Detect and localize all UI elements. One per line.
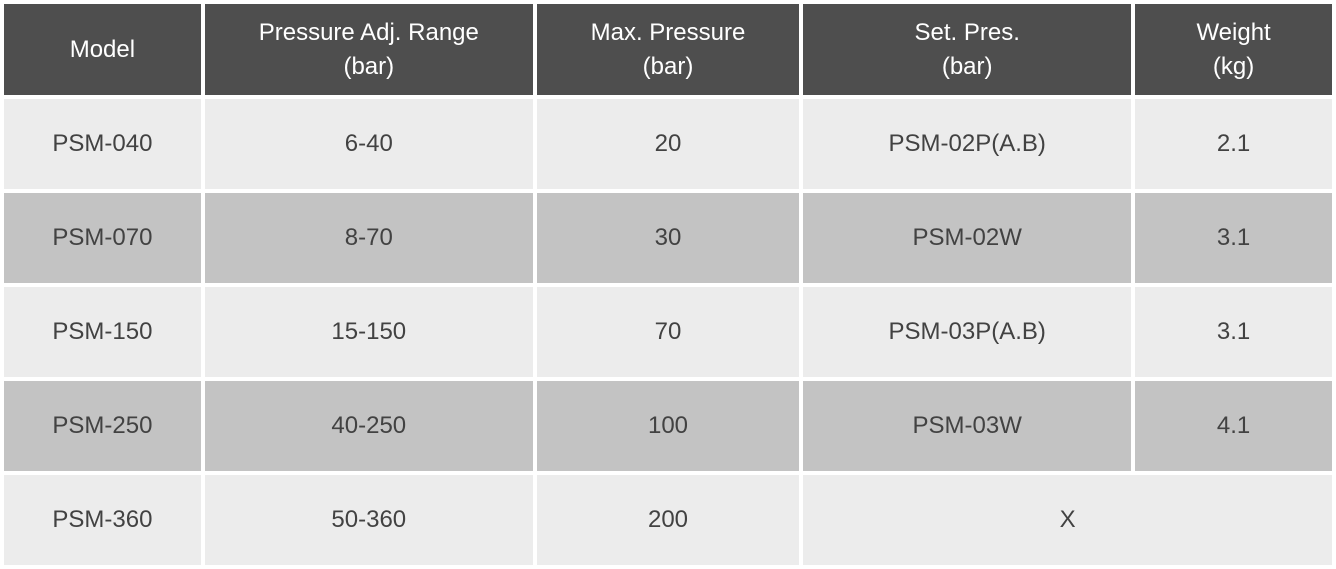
cell-model: PSM-360	[4, 475, 201, 565]
col-header-weight: Weight (kg)	[1135, 4, 1332, 95]
cell-max-pressure: 100	[537, 381, 799, 471]
cell-model: PSM-150	[4, 287, 201, 377]
col-header-label: Model	[12, 33, 193, 67]
cell-weight: 4.1	[1135, 381, 1332, 471]
cell-model: PSM-250	[4, 381, 201, 471]
col-header-model: Model	[4, 4, 201, 95]
col-header-unit: (bar)	[811, 50, 1123, 84]
col-header-unit: (kg)	[1143, 50, 1324, 84]
col-header-label: Pressure Adj. Range	[213, 16, 525, 50]
cell-model: PSM-040	[4, 99, 201, 189]
table-row: PSM-250 40-250 100 PSM-03W 4.1	[4, 381, 1332, 471]
table-row: PSM-150 15-150 70 PSM-03P(A.B) 3.1	[4, 287, 1332, 377]
spec-table-container: Model Pressure Adj. Range (bar) Max. Pre…	[0, 0, 1336, 569]
cell-model: PSM-070	[4, 193, 201, 283]
col-header-set-pres: Set. Pres. (bar)	[803, 4, 1131, 95]
table-row: PSM-360 50-360 200 X	[4, 475, 1332, 565]
cell-set-pres: PSM-02W	[803, 193, 1131, 283]
col-header-unit: (bar)	[213, 50, 525, 84]
cell-max-pressure: 20	[537, 99, 799, 189]
cell-weight: 2.1	[1135, 99, 1332, 189]
col-header-pressure-range: Pressure Adj. Range (bar)	[205, 4, 533, 95]
cell-pressure-range: 15-150	[205, 287, 533, 377]
table-row: PSM-070 8-70 30 PSM-02W 3.1	[4, 193, 1332, 283]
cell-set-pres: PSM-02P(A.B)	[803, 99, 1131, 189]
cell-pressure-range: 50-360	[205, 475, 533, 565]
col-header-label: Set. Pres.	[811, 16, 1123, 50]
cell-pressure-range: 8-70	[205, 193, 533, 283]
col-header-label: Weight	[1143, 16, 1324, 50]
cell-weight: 3.1	[1135, 287, 1332, 377]
cell-max-pressure: 200	[537, 475, 799, 565]
cell-max-pressure: 30	[537, 193, 799, 283]
cell-max-pressure: 70	[537, 287, 799, 377]
cell-set-pres: PSM-03W	[803, 381, 1131, 471]
cell-set-pres: PSM-03P(A.B)	[803, 287, 1131, 377]
cell-pressure-range: 6-40	[205, 99, 533, 189]
cell-weight: 3.1	[1135, 193, 1332, 283]
table-row: PSM-040 6-40 20 PSM-02P(A.B) 2.1	[4, 99, 1332, 189]
cell-pressure-range: 40-250	[205, 381, 533, 471]
spec-table: Model Pressure Adj. Range (bar) Max. Pre…	[0, 0, 1336, 569]
col-header-unit: (bar)	[545, 50, 791, 84]
col-header-max-pressure: Max. Pressure (bar)	[537, 4, 799, 95]
cell-merged: X	[803, 475, 1332, 565]
table-header-row: Model Pressure Adj. Range (bar) Max. Pre…	[4, 4, 1332, 95]
col-header-label: Max. Pressure	[545, 16, 791, 50]
